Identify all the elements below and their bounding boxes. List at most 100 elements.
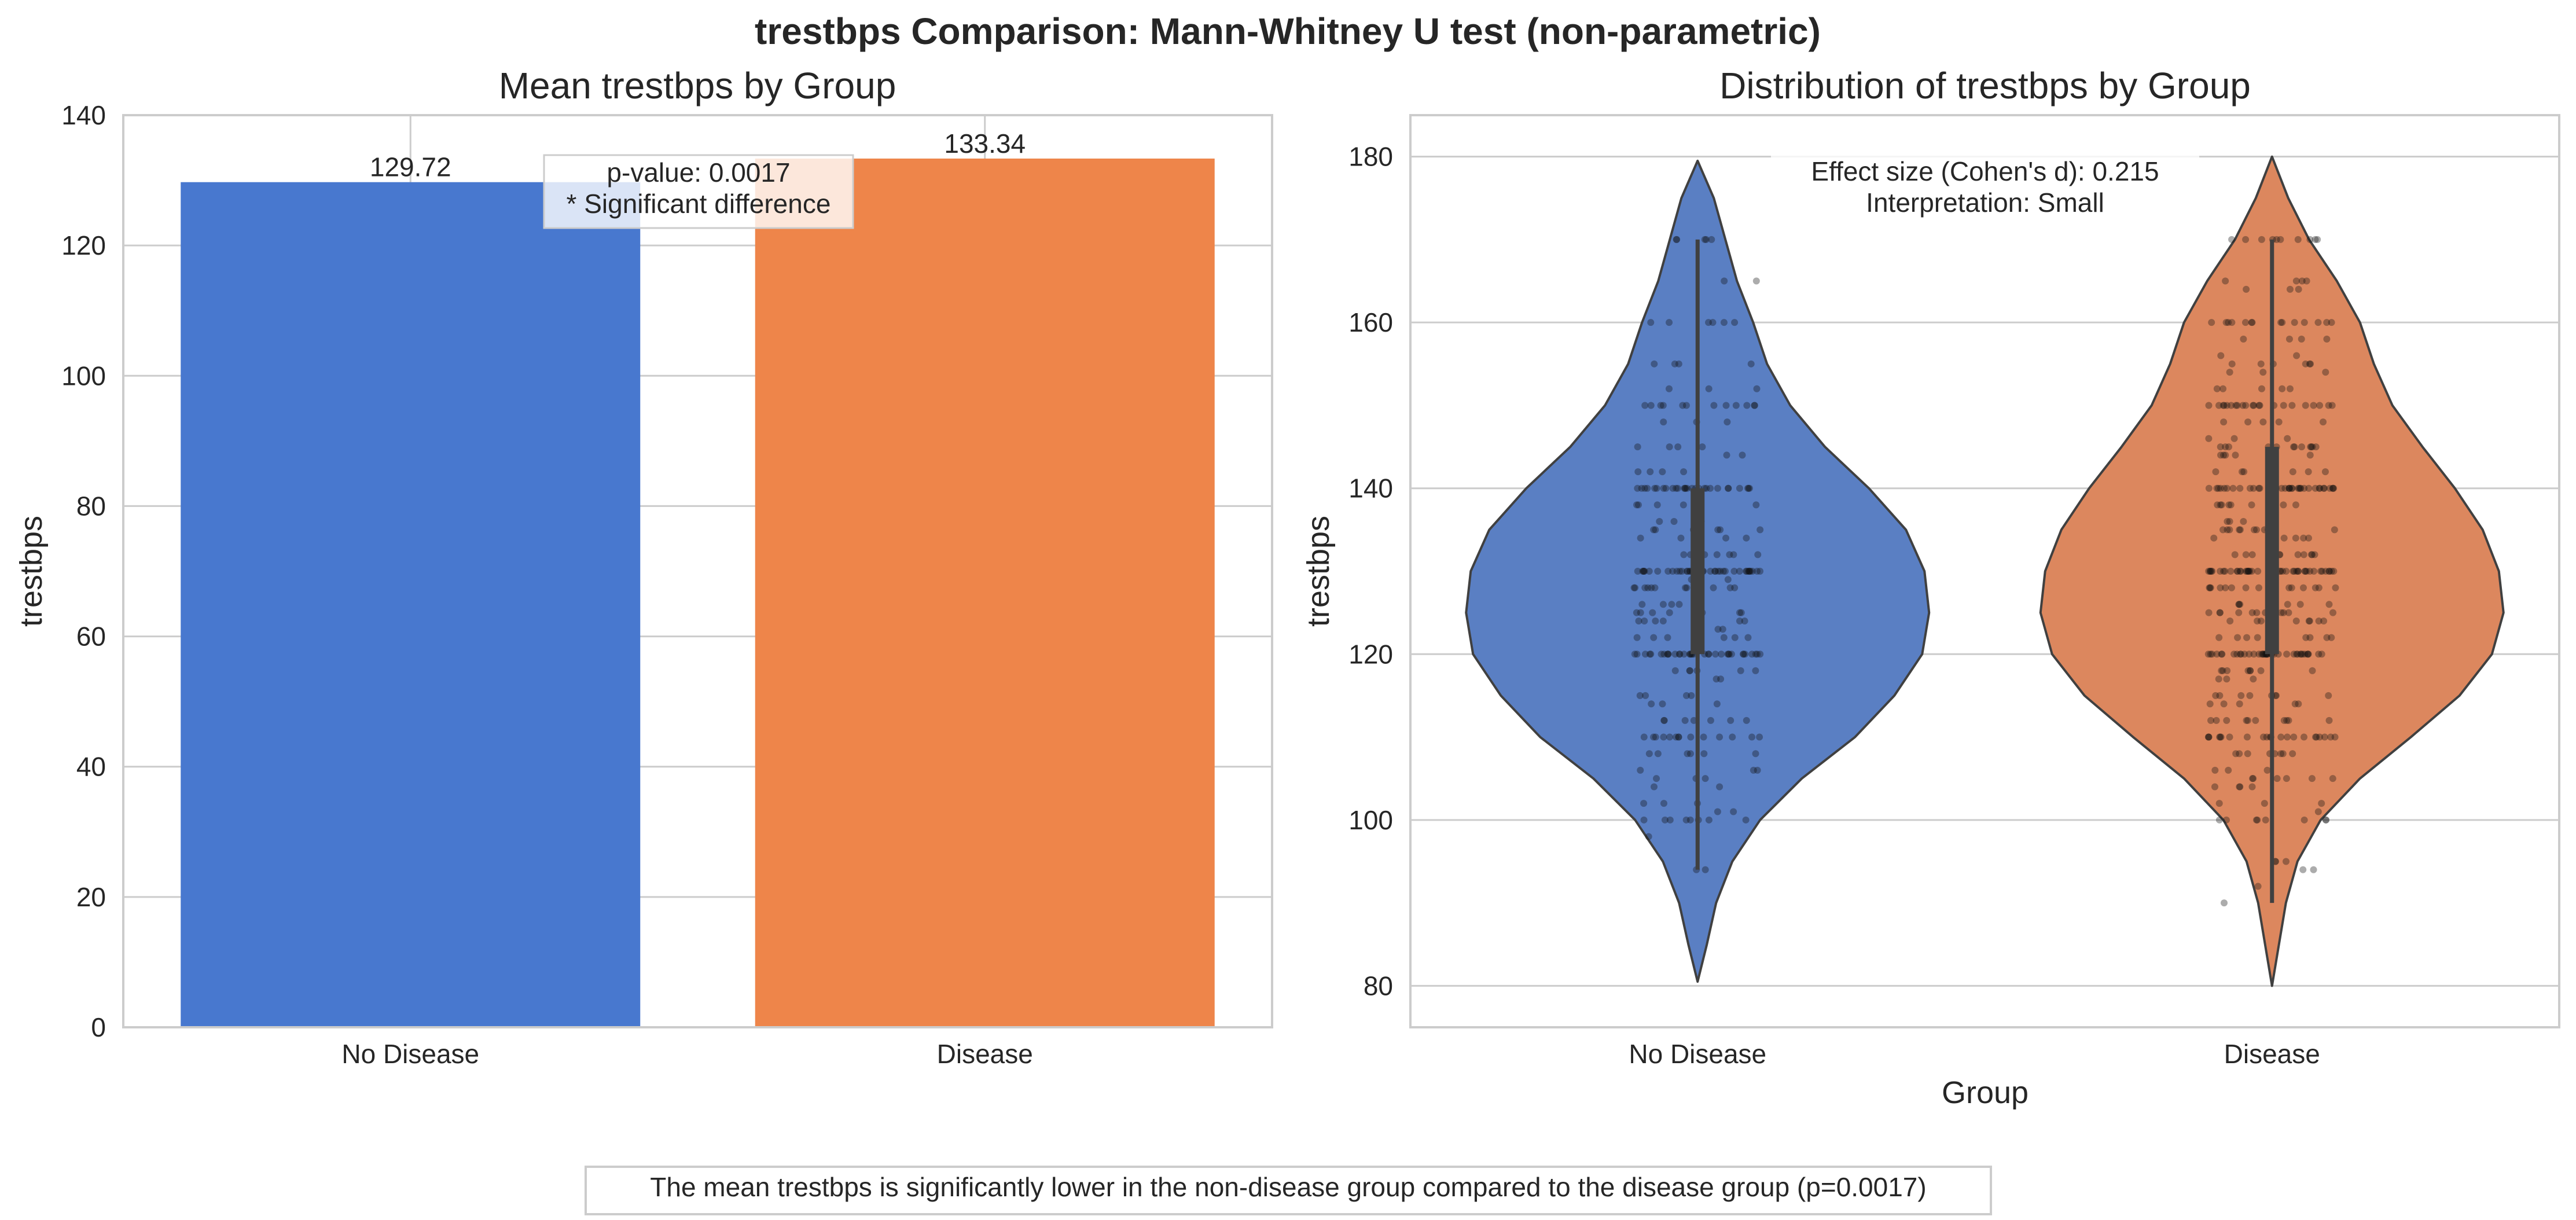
violin-data-point bbox=[1741, 651, 1749, 658]
violin-data-point bbox=[1633, 634, 1641, 641]
violin-data-point bbox=[2294, 568, 2302, 575]
violin-data-point bbox=[1675, 601, 1683, 608]
violin-data-point bbox=[2226, 733, 2233, 741]
violin-data-point bbox=[2254, 617, 2261, 624]
violin-data-point bbox=[1680, 468, 1688, 476]
violin-data-point bbox=[2228, 236, 2236, 243]
violin-data-point bbox=[2206, 584, 2213, 591]
violin-data-point bbox=[1716, 783, 1724, 791]
violin-data-point bbox=[2244, 568, 2252, 575]
violin-data-point bbox=[2259, 651, 2267, 658]
violin-data-point bbox=[2316, 484, 2323, 492]
violin-data-point bbox=[2259, 733, 2267, 741]
violin-data-point bbox=[2294, 651, 2301, 658]
violin-chart-y-tick-label: 120 bbox=[1348, 639, 1393, 669]
violin-data-point bbox=[2299, 866, 2307, 873]
violin-data-point bbox=[2291, 443, 2298, 451]
violin-data-point bbox=[2309, 443, 2316, 451]
violin-data-point bbox=[2236, 484, 2244, 492]
violin-data-point bbox=[2298, 277, 2306, 285]
violin-data-point bbox=[1670, 518, 1678, 526]
violin-data-point bbox=[2233, 568, 2241, 575]
violin-data-point bbox=[1664, 634, 1671, 641]
violin-data-point bbox=[2230, 651, 2238, 658]
violin-data-point bbox=[2257, 360, 2265, 368]
violin-data-point bbox=[2242, 236, 2250, 243]
violin-data-point bbox=[2252, 816, 2260, 824]
violin-data-point bbox=[1684, 750, 1691, 758]
violin-data-point bbox=[2207, 568, 2215, 575]
violin-data-point bbox=[2297, 484, 2305, 492]
violin-data-point bbox=[1747, 360, 1755, 368]
violin-data-point bbox=[2215, 800, 2223, 807]
violin-chart-y-ticks: 80 100 120 140 160 180 bbox=[1348, 142, 1393, 1001]
violin-data-point bbox=[2207, 651, 2214, 658]
violin-data-point bbox=[1725, 484, 1732, 492]
violin-data-point bbox=[1703, 236, 1710, 243]
violin-data-point bbox=[2218, 667, 2225, 674]
violin-data-point bbox=[2246, 651, 2253, 658]
violin-data-point bbox=[1631, 584, 1639, 591]
violin-data-point bbox=[2277, 750, 2285, 758]
violin-data-points bbox=[1630, 236, 2339, 907]
violin-data-point bbox=[2248, 319, 2256, 326]
violin-data-point bbox=[2283, 775, 2290, 782]
violin-data-point bbox=[2321, 468, 2329, 476]
violin-data-point bbox=[1652, 733, 1659, 741]
violin-data-point bbox=[1737, 609, 1745, 616]
violin-data-point bbox=[2232, 402, 2240, 409]
violin-data-point bbox=[2238, 468, 2246, 476]
violin-data-point bbox=[2236, 601, 2244, 608]
violin-data-point bbox=[2307, 443, 2315, 451]
violin-data-point bbox=[2295, 484, 2302, 492]
violin-data-point bbox=[2300, 551, 2307, 558]
violin-data-point bbox=[1640, 816, 1648, 824]
violin-data-point bbox=[2226, 526, 2233, 534]
violin-data-point bbox=[1631, 651, 1638, 658]
violin-data-point bbox=[1754, 651, 1761, 658]
violin-data-point bbox=[1713, 675, 1720, 683]
violin-data-point bbox=[2229, 484, 2237, 492]
violin-data-point bbox=[2303, 568, 2310, 575]
violin-data-point bbox=[2285, 584, 2293, 591]
violin-data-point bbox=[1682, 692, 1690, 699]
violin-data-point bbox=[2261, 800, 2268, 807]
violin-data-point bbox=[2325, 568, 2333, 575]
violin-data-point bbox=[2216, 692, 2224, 699]
violin-data-point bbox=[2259, 418, 2267, 426]
violin-data-point bbox=[2295, 568, 2302, 575]
violin-data-point bbox=[2329, 609, 2337, 616]
violin-data-point bbox=[1650, 634, 1658, 641]
violin-data-point bbox=[1714, 526, 1722, 534]
violin-data-point bbox=[1731, 634, 1739, 641]
violin-data-point bbox=[2311, 551, 2318, 558]
violin-data-point bbox=[2208, 568, 2216, 575]
violin-data-point bbox=[2216, 733, 2224, 741]
violin-data-point bbox=[2306, 236, 2314, 243]
violin-data-point bbox=[2298, 335, 2305, 343]
violin-data-point bbox=[1702, 866, 1709, 873]
effect-size-annotation: Effect size (Cohen's d): 0.215 Interpret… bbox=[1771, 154, 2199, 226]
violin-data-point bbox=[1650, 526, 1658, 534]
violin-data-point bbox=[2248, 609, 2256, 616]
violin-data-point bbox=[1702, 775, 1709, 782]
violin-data-point bbox=[2320, 484, 2328, 492]
violin-data-point bbox=[2302, 634, 2310, 641]
violin-data-point bbox=[1683, 568, 1691, 575]
violin-data-point bbox=[1713, 551, 1721, 558]
violin-data-point bbox=[2252, 526, 2260, 534]
violin-data-point bbox=[1664, 651, 1671, 658]
violin-data-point bbox=[2297, 651, 2305, 658]
violin-data-point bbox=[1662, 484, 1670, 492]
violin-data-point bbox=[1743, 568, 1750, 575]
violin-data-point bbox=[1730, 551, 1737, 558]
violin-data-point bbox=[2326, 484, 2334, 492]
violin-data-point bbox=[2255, 584, 2262, 591]
violin-data-point bbox=[2217, 733, 2225, 741]
violin-data-point bbox=[2294, 236, 2302, 243]
violin-data-point bbox=[2280, 501, 2287, 509]
violin-data-point bbox=[2217, 568, 2224, 575]
violin-data-point bbox=[1645, 568, 1653, 575]
violin-data-point bbox=[2313, 733, 2320, 741]
violin-data-point bbox=[2244, 667, 2252, 674]
